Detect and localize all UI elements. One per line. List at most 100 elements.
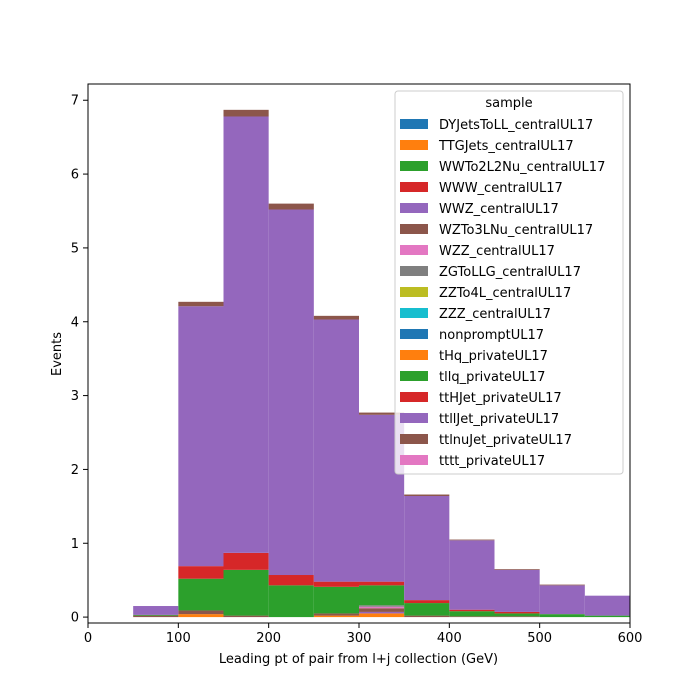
legend-label-tllq_privateUL17: tllq_privateUL17	[439, 370, 545, 385]
bar-ttHJet_privateUL17-bin-4	[313, 581, 359, 587]
bar-ttllJet_privateUL17-bin-3	[268, 209, 314, 576]
legend-label-WZTo3LNu_centralUL17: WZTo3LNu_centralUL17	[439, 223, 593, 238]
legend-label-ttllJet_privateUL17: ttllJet_privateUL17	[439, 412, 559, 427]
bar-ttllJet_privateUL17-bin-0	[133, 606, 179, 615]
bar-ttllJet_privateUL17-bin-4	[313, 319, 359, 582]
bar-ttllJet_privateUL17-bin-7	[449, 540, 495, 610]
legend-swatch-TTGJets_centralUL17	[400, 140, 428, 150]
y-tick-label-3: 3	[71, 389, 79, 404]
x-tick-label-4: 400	[437, 631, 462, 646]
bar-ttHJet_privateUL17-bin-3	[268, 575, 314, 586]
bar-WZTo3LNu_centralUL17-bin-1	[178, 610, 224, 615]
bar-ttHJet_privateUL17-bin-5	[359, 581, 405, 586]
bar-tllq_privateUL17-bin-3	[268, 585, 314, 618]
y-tick-label-2: 2	[71, 463, 79, 478]
legend: sample DYJetsToLL_centralUL17 TTGJets_cen…	[394, 90, 624, 475]
legend-label-ZZZ_centralUL17: ZZZ_centralUL17	[439, 307, 551, 322]
bar-ttHJet_privateUL17-bin-2	[223, 552, 269, 570]
legend-label-WWZ_centralUL17: WWZ_centralUL17	[439, 202, 559, 217]
bar-WZTo3LNu_centralUL17-bin-8	[494, 616, 540, 618]
bar-tllq_privateUL17-bin-0	[133, 614, 179, 616]
legend-label-tttt_privateUL17: tttt_privateUL17	[439, 454, 545, 469]
y-tick-label-6: 6	[71, 168, 79, 183]
bar-tllq_privateUL17-bin-9	[539, 614, 585, 618]
axes-layer: 0 100 200 300 400 500 600 0 1 2 3 4 5 6 7	[71, 83, 643, 646]
bar-ttHJet_privateUL17-bin-6	[404, 600, 450, 604]
bars-layer	[133, 109, 630, 618]
bar-ttHJet_privateUL17-bin-1	[178, 566, 224, 579]
legend-swatch-tHq_privateUL17	[400, 350, 428, 360]
y-tick-label-1: 1	[71, 537, 79, 552]
bar-ttllJet_privateUL17-bin-6	[404, 496, 450, 601]
bar-ttlnuJet_privateUL17-bin-2	[223, 109, 269, 117]
legend-label-tHq_privateUL17: tHq_privateUL17	[439, 349, 548, 364]
legend-swatch-ZGToLLG_centralUL17	[400, 266, 428, 276]
legend-label-ZZTo4L_centralUL17: ZZTo4L_centralUL17	[439, 286, 571, 301]
legend-swatch-ttHJet_privateUL17	[400, 392, 428, 402]
legend-swatch-nonpromptUL17	[400, 329, 428, 339]
legend-swatch-tllq_privateUL17	[400, 371, 428, 381]
bar-WZTo3LNu_centralUL17-bin-7	[449, 616, 495, 618]
bar-ttllJet_privateUL17-bin-8	[494, 569, 540, 612]
bar-ZGToLLG_centralUL17-bin-5	[359, 605, 405, 607]
bar-WZTo3LNu_centralUL17-bin-4	[313, 613, 359, 616]
bar-ttlnuJet_privateUL17-bin-4	[313, 315, 359, 320]
bar-WZTo3LNu_centralUL17-bin-2	[223, 615, 269, 618]
legend-swatch-WWW_centralUL17	[400, 182, 428, 192]
legend-swatch-WWTo2L2Nu_centralUL17	[400, 161, 428, 171]
legend-swatch-WZZ_centralUL17	[400, 245, 428, 255]
bar-ttlnuJet_privateUL17-bin-7	[449, 539, 495, 541]
x-tick-label-6: 600	[618, 631, 643, 646]
bar-ttllJet_privateUL17-bin-9	[539, 585, 585, 615]
bar-WZTo3LNu_centralUL17-bin-6	[404, 615, 450, 618]
bar-tllq_privateUL17-bin-6	[404, 603, 450, 616]
legend-swatch-ttlnuJet_privateUL17	[400, 434, 428, 444]
legend-label-WWTo2L2Nu_centralUL17: WWTo2L2Nu_centralUL17	[439, 160, 605, 175]
legend-swatch-WWZ_centralUL17	[400, 203, 428, 213]
bar-tllq_privateUL17-bin-5	[359, 585, 405, 606]
x-tick-label-2: 200	[256, 631, 281, 646]
legend-entries: DYJetsToLL_centralUL17 TTGJets_centralUL1…	[400, 118, 605, 469]
x-tick-label-1: 100	[166, 631, 191, 646]
legend-title: sample	[485, 96, 532, 111]
y-tick-label-5: 5	[71, 241, 79, 256]
legend-swatch-DYJetsToLL_centralUL17	[400, 119, 428, 129]
bar-ttHJet_privateUL17-bin-7	[449, 609, 495, 612]
bar-ttlnuJet_privateUL17-bin-8	[494, 569, 540, 570]
legend-swatch-ttllJet_privateUL17	[400, 413, 428, 423]
bar-WWZ_centralUL17-bin-5	[359, 611, 405, 614]
legend-label-TTGJets_centralUL17: TTGJets_centralUL17	[438, 139, 574, 154]
legend-swatch-ZZZ_centralUL17	[400, 308, 428, 318]
bar-tllq_privateUL17-bin-1	[178, 578, 224, 611]
y-tick-label-0: 0	[71, 611, 79, 626]
legend-label-WZZ_centralUL17: WZZ_centralUL17	[439, 244, 555, 259]
legend-frame	[394, 90, 624, 475]
bar-tllq_privateUL17-bin-4	[313, 586, 359, 614]
bar-ttllJet_privateUL17-bin-1	[178, 306, 224, 567]
legend-swatch-WZTo3LNu_centralUL17	[400, 224, 428, 234]
legend-label-nonpromptUL17: nonpromptUL17	[439, 328, 544, 343]
bar-tllq_privateUL17-bin-8	[494, 613, 540, 617]
x-tick-label-5: 500	[527, 631, 552, 646]
bar-TTGJets_centralUL17-bin-4	[313, 615, 359, 618]
bar-ttllJet_privateUL17-bin-2	[223, 116, 269, 553]
bar-ttlnuJet_privateUL17-bin-5	[359, 412, 405, 415]
legend-label-ZGToLLG_centralUL17: ZGToLLG_centralUL17	[439, 265, 581, 280]
legend-swatch-ZZTo4L_centralUL17	[400, 287, 428, 297]
bar-tllq_privateUL17-bin-2	[223, 569, 269, 616]
x-axis-label: Leading pt of pair from l+j collection (…	[219, 652, 498, 667]
x-tick-label-3: 300	[347, 631, 372, 646]
y-tick-label-7: 7	[71, 94, 79, 109]
legend-label-WWW_centralUL17: WWW_centralUL17	[439, 181, 563, 196]
legend-label-ttlnuJet_privateUL17: ttlnuJet_privateUL17	[439, 433, 572, 448]
bar-ttHJet_privateUL17-bin-8	[494, 611, 540, 614]
bar-TTGJets_centralUL17-bin-5	[359, 613, 405, 618]
bar-tllq_privateUL17-bin-7	[449, 611, 495, 617]
bar-ttlnuJet_privateUL17-bin-3	[268, 203, 314, 210]
bar-WZTo3LNu_centralUL17-bin-0	[133, 615, 179, 618]
bar-ttlnuJet_privateUL17-bin-9	[539, 584, 585, 586]
bar-ttllJet_privateUL17-bin-10	[584, 595, 630, 616]
bar-WZZ_centralUL17-bin-5	[359, 606, 405, 609]
bar-TTGJets_centralUL17-bin-1	[178, 614, 224, 618]
